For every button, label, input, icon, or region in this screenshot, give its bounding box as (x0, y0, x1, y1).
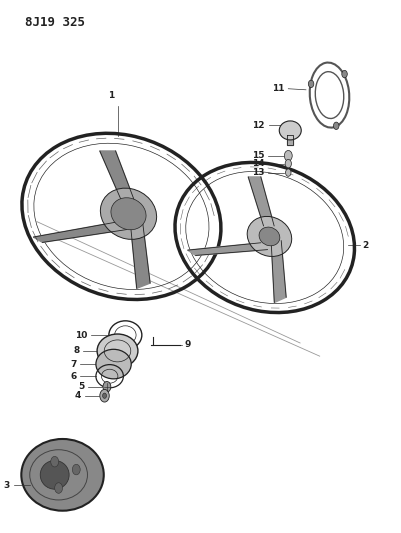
Circle shape (55, 483, 63, 494)
Circle shape (103, 393, 107, 398)
Text: 12: 12 (252, 120, 265, 130)
Text: 11: 11 (272, 84, 284, 93)
Circle shape (342, 70, 347, 78)
Text: 4: 4 (75, 391, 81, 400)
Ellipse shape (96, 349, 131, 379)
Polygon shape (287, 135, 294, 145)
Circle shape (286, 169, 291, 176)
Ellipse shape (100, 188, 157, 239)
Ellipse shape (40, 461, 69, 489)
Text: 15: 15 (252, 151, 265, 160)
Text: 7: 7 (70, 360, 76, 369)
Ellipse shape (97, 334, 138, 368)
Ellipse shape (279, 121, 301, 140)
Circle shape (284, 150, 292, 161)
Text: 1: 1 (109, 91, 115, 100)
Text: 8: 8 (73, 346, 79, 356)
Text: 10: 10 (75, 330, 87, 340)
Text: 2: 2 (363, 241, 369, 250)
Text: 8J19 325: 8J19 325 (25, 16, 85, 29)
Circle shape (285, 159, 292, 168)
Polygon shape (130, 219, 150, 288)
Circle shape (308, 80, 314, 87)
Circle shape (334, 122, 339, 130)
Polygon shape (188, 243, 267, 255)
Circle shape (100, 390, 109, 402)
Circle shape (103, 382, 111, 392)
Circle shape (72, 464, 80, 475)
Text: 5: 5 (78, 382, 84, 391)
Polygon shape (248, 177, 274, 226)
Ellipse shape (259, 227, 280, 246)
Text: 13: 13 (252, 168, 265, 177)
Polygon shape (271, 241, 286, 302)
Ellipse shape (21, 439, 104, 511)
Text: 9: 9 (184, 340, 190, 349)
Text: 6: 6 (70, 372, 76, 381)
Polygon shape (100, 151, 134, 200)
Circle shape (51, 456, 59, 467)
Ellipse shape (247, 216, 292, 256)
Text: 14: 14 (252, 159, 265, 168)
Polygon shape (33, 222, 127, 243)
Text: 3: 3 (4, 481, 10, 490)
Ellipse shape (111, 198, 146, 230)
